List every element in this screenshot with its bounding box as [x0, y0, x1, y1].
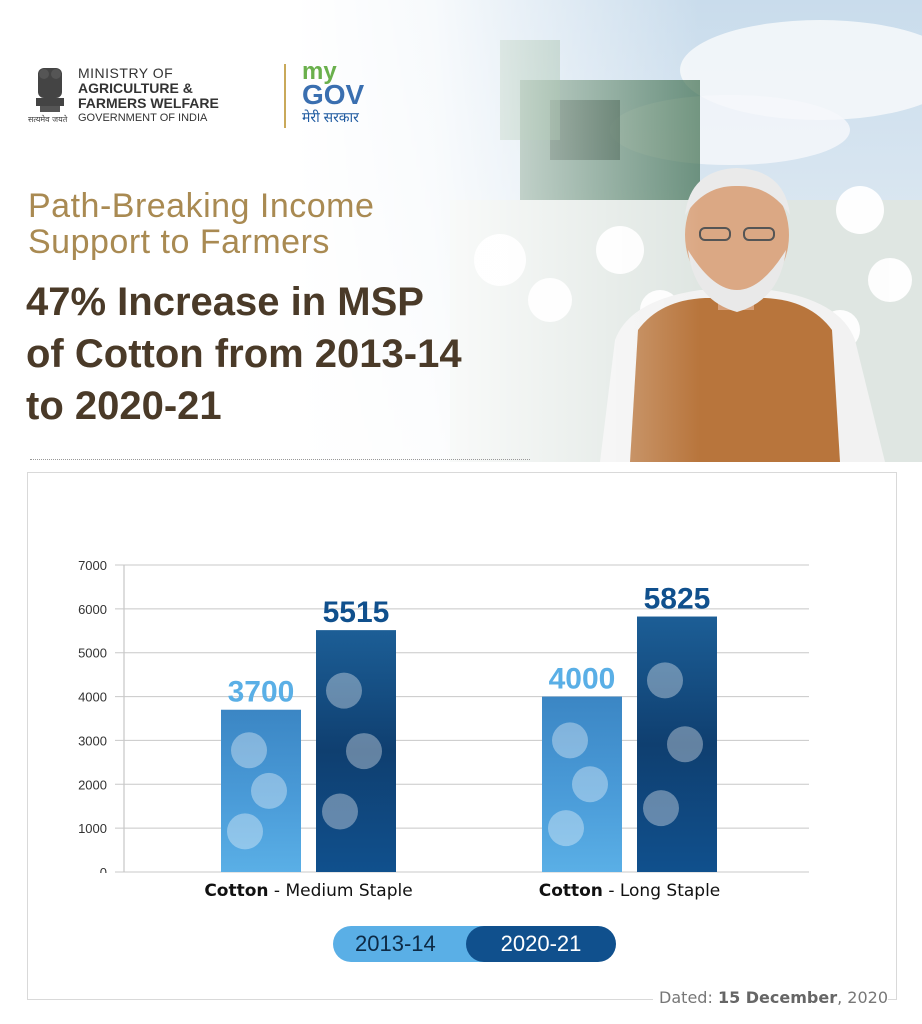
y-tick-label: 1000: [78, 821, 107, 836]
bar-2020-21-1: [637, 616, 717, 872]
bar-texture: [548, 722, 608, 847]
data-label-2013-14-0: 3700: [228, 676, 295, 709]
page-headline: 47% Increase in MSP of Cotton from 2013-…: [26, 280, 462, 428]
bar-2013-14-1: [542, 696, 622, 872]
data-label-2013-14-1: 4000: [549, 663, 616, 696]
bar-texture: [322, 672, 382, 830]
legend-2020-21: 2020-21: [466, 926, 616, 962]
hero-banner: सत्यमेव जयते MINISTRY OF AGRICULTURE & F…: [0, 0, 922, 462]
data-label-2020-21-0: 5515: [323, 596, 390, 629]
bar-2020-21-0: [316, 630, 396, 872]
emblem-motto: सत्यमेव जयते: [28, 115, 68, 124]
mygov-logo: my GOV मेरी सरकार: [302, 58, 365, 126]
bar-2013-14-0: [221, 709, 301, 872]
y-tick-label: 5000: [78, 646, 107, 661]
logo-divider: [284, 64, 286, 128]
chart-legend: 2013-14 2020-21: [333, 926, 623, 962]
divider: [30, 459, 530, 460]
category-label-long-staple: Cotton - Long Staple: [538, 881, 721, 901]
page-subtitle: Path-Breaking Income Support to Farmers: [28, 187, 375, 261]
y-tick-label: 4000: [78, 690, 107, 705]
y-tick-label: 2000: [78, 777, 107, 792]
y-tick-label: 6000: [78, 602, 107, 617]
bar-texture: [227, 732, 287, 850]
y-tick-label: 3000: [78, 733, 107, 748]
ministry-name: MINISTRY OF AGRICULTURE & FARMERS WELFAR…: [78, 65, 219, 125]
chart-panel: 0 1000 2000 3000 4000 5000 6000 7000 3700 5515 400…: [27, 472, 897, 1000]
msp-bar-chart: 0 1000 2000 3000 4000 5000 6000 7000 3700 5515 400…: [78, 558, 809, 873]
y-tick-label: 7000: [78, 558, 107, 573]
bar-texture: [643, 662, 703, 827]
data-label-2020-21-1: 5825: [644, 583, 711, 616]
y-tick-label: 0: [100, 865, 107, 873]
national-emblem-icon: [36, 68, 64, 112]
category-label-medium-staple: Cotton - Medium Staple: [204, 881, 413, 901]
dated-footer: Dated: 15 December, 2020: [653, 988, 888, 1007]
